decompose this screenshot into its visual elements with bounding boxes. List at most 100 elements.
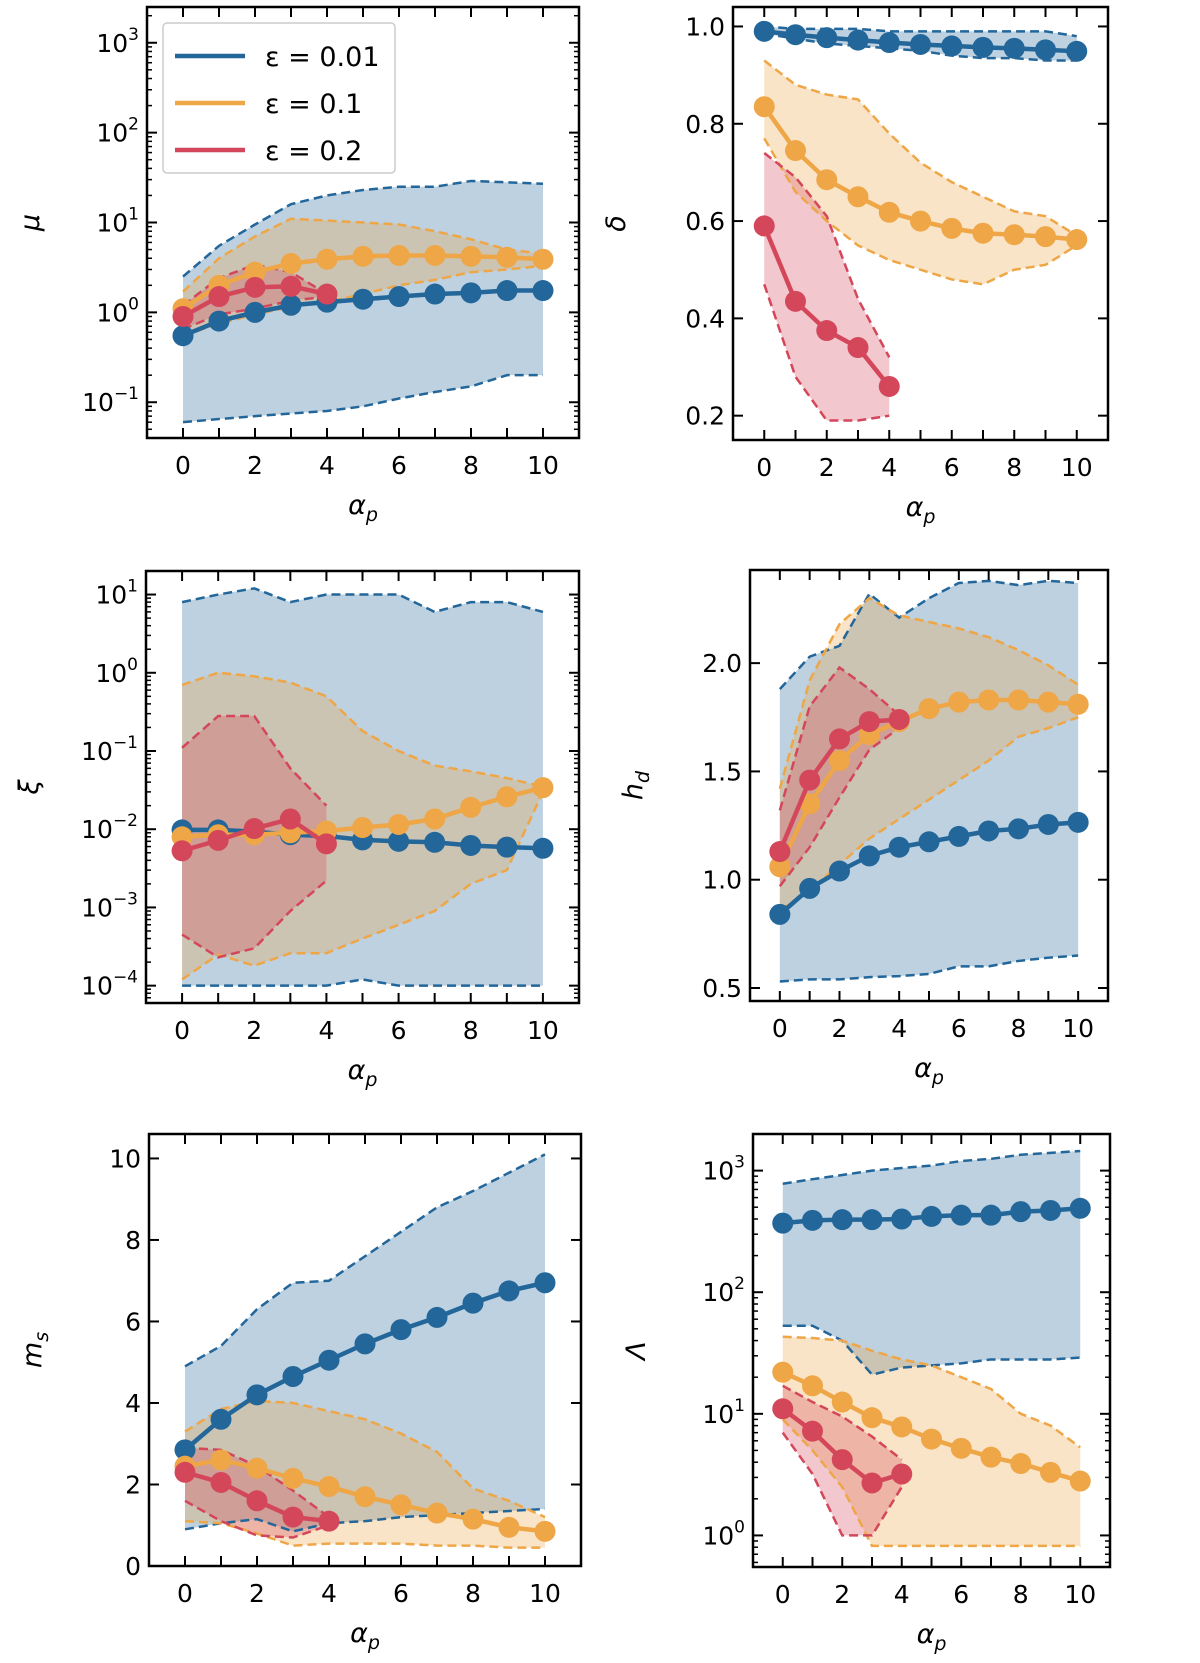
x-tick-label: 10 (527, 451, 559, 480)
panel-Lambda: 0 2 4 6 8 10 100 101 102 103 αp Λ (621, 1132, 1112, 1655)
series-0-point (948, 825, 970, 847)
x-tick-label: 0 (772, 1014, 788, 1043)
x-tick-label: 4 (894, 1580, 910, 1609)
series-1-point (388, 244, 410, 266)
y-tick-label: 0.2 (685, 402, 725, 431)
y-tick-label: 102 (702, 1274, 745, 1307)
band-1-fill (183, 218, 543, 336)
y-tick-label: 2.0 (702, 649, 742, 678)
x-axis-label: αp (348, 1055, 378, 1091)
series-2-point (888, 708, 910, 730)
series-2-point (318, 1510, 340, 1532)
series-1-point (878, 201, 900, 223)
band-0-fill (182, 588, 543, 986)
x-tick-label: 10 (529, 1579, 561, 1608)
series-2-point (878, 375, 900, 397)
series-1-point (424, 244, 446, 266)
x-tick-label: 8 (1013, 1580, 1029, 1609)
x-tick-label: 0 (775, 1580, 791, 1609)
series-2-point (246, 1490, 268, 1512)
x-tick-label: 10 (527, 1016, 559, 1045)
y-axis-label: ms (17, 1332, 53, 1368)
series-1-point (769, 856, 791, 878)
y-tick-label: 1.5 (702, 757, 742, 786)
band-1-fill (779, 598, 1079, 911)
series-0-point (769, 903, 791, 925)
series-0-point (172, 325, 194, 347)
x-tick-label: 2 (832, 1014, 848, 1043)
x-axis-label: αp (906, 492, 936, 528)
y-tick-label: 101 (96, 205, 139, 238)
series-1-point (978, 689, 1000, 711)
band-1-upper-line (763, 59, 1078, 237)
x-tick-label: 4 (319, 451, 335, 480)
band-0-upper-line (181, 587, 544, 614)
band-1-upper-line (184, 1399, 546, 1519)
series-1-point (424, 808, 446, 830)
series-1-point (354, 1486, 376, 1508)
y-tick-label: 10−1 (82, 384, 139, 417)
series-1-point (496, 246, 518, 268)
legend-label-2: ε = 0.2 (265, 136, 362, 167)
series-0-point (918, 831, 940, 853)
y-tick-label: 0.4 (685, 304, 725, 333)
series-1-point (921, 1428, 942, 1450)
series-0-point (1008, 818, 1029, 840)
series-2-point (847, 337, 869, 359)
x-axis-label: αp (917, 1619, 947, 1655)
panel-h_d: 0 2 4 6 8 10 0.5 1.0 1.5 2.0 αp hd (618, 568, 1110, 1089)
series-0-point (282, 1365, 304, 1387)
x-tick-label: 4 (318, 1016, 334, 1045)
series-1-point (918, 698, 940, 720)
series-0-point (802, 1209, 823, 1231)
series-2-point (244, 276, 266, 298)
series-0-point (424, 283, 446, 305)
series-1-point (910, 210, 931, 232)
series-0-point (390, 1319, 412, 1341)
series-1-point (831, 1391, 853, 1413)
band-1-upper-line (181, 671, 544, 788)
series-1-point (532, 248, 554, 270)
series-1-point (753, 96, 775, 118)
x-tick-label: 8 (463, 451, 479, 480)
x-axis-label: αp (350, 1618, 380, 1654)
series-0-point (532, 837, 554, 859)
series-2-point (753, 215, 775, 237)
x-tick-label: 6 (391, 1016, 407, 1045)
y-tick-label: 2 (125, 1470, 141, 1499)
series-1-point (1037, 691, 1059, 713)
y-axis-label: hd (618, 770, 654, 800)
series-1-point (861, 1407, 883, 1429)
band-0-upper-line (182, 179, 544, 278)
series-0-point (496, 836, 518, 858)
series-1-point (829, 750, 850, 772)
x-tick-label: 10 (1062, 1014, 1094, 1043)
band-2-lower-line (778, 727, 900, 887)
series-0-point (1066, 40, 1088, 62)
series-1-point (948, 691, 970, 713)
series-1-point (802, 1375, 823, 1397)
x-axis-label: αp (914, 1053, 944, 1089)
series-2-point (282, 1506, 304, 1528)
series-1-point (941, 217, 963, 239)
band-2-upper-line (181, 714, 328, 807)
series-0-point (831, 1209, 853, 1231)
x-tick-label: 6 (944, 453, 960, 482)
y-tick-label: 4 (125, 1389, 141, 1418)
series-2-point (829, 728, 850, 750)
series-1-point (388, 813, 410, 835)
y-tick-label: 10−2 (81, 811, 138, 844)
series-0-point (921, 1205, 942, 1227)
x-axis-label: αp (348, 490, 378, 526)
panel-m_s: 0 2 4 6 8 10 0 2 4 6 8 10 αp ms (17, 1132, 583, 1654)
series-1-point (460, 245, 482, 267)
series-1-point (972, 222, 994, 244)
y-tick-label: 100 (96, 294, 139, 327)
series-0-point (354, 1333, 376, 1355)
band-2-upper-line (778, 665, 900, 811)
plot-area (171, 587, 554, 987)
y-tick-label: 8 (125, 1226, 141, 1255)
y-tick-label: 103 (96, 25, 139, 58)
